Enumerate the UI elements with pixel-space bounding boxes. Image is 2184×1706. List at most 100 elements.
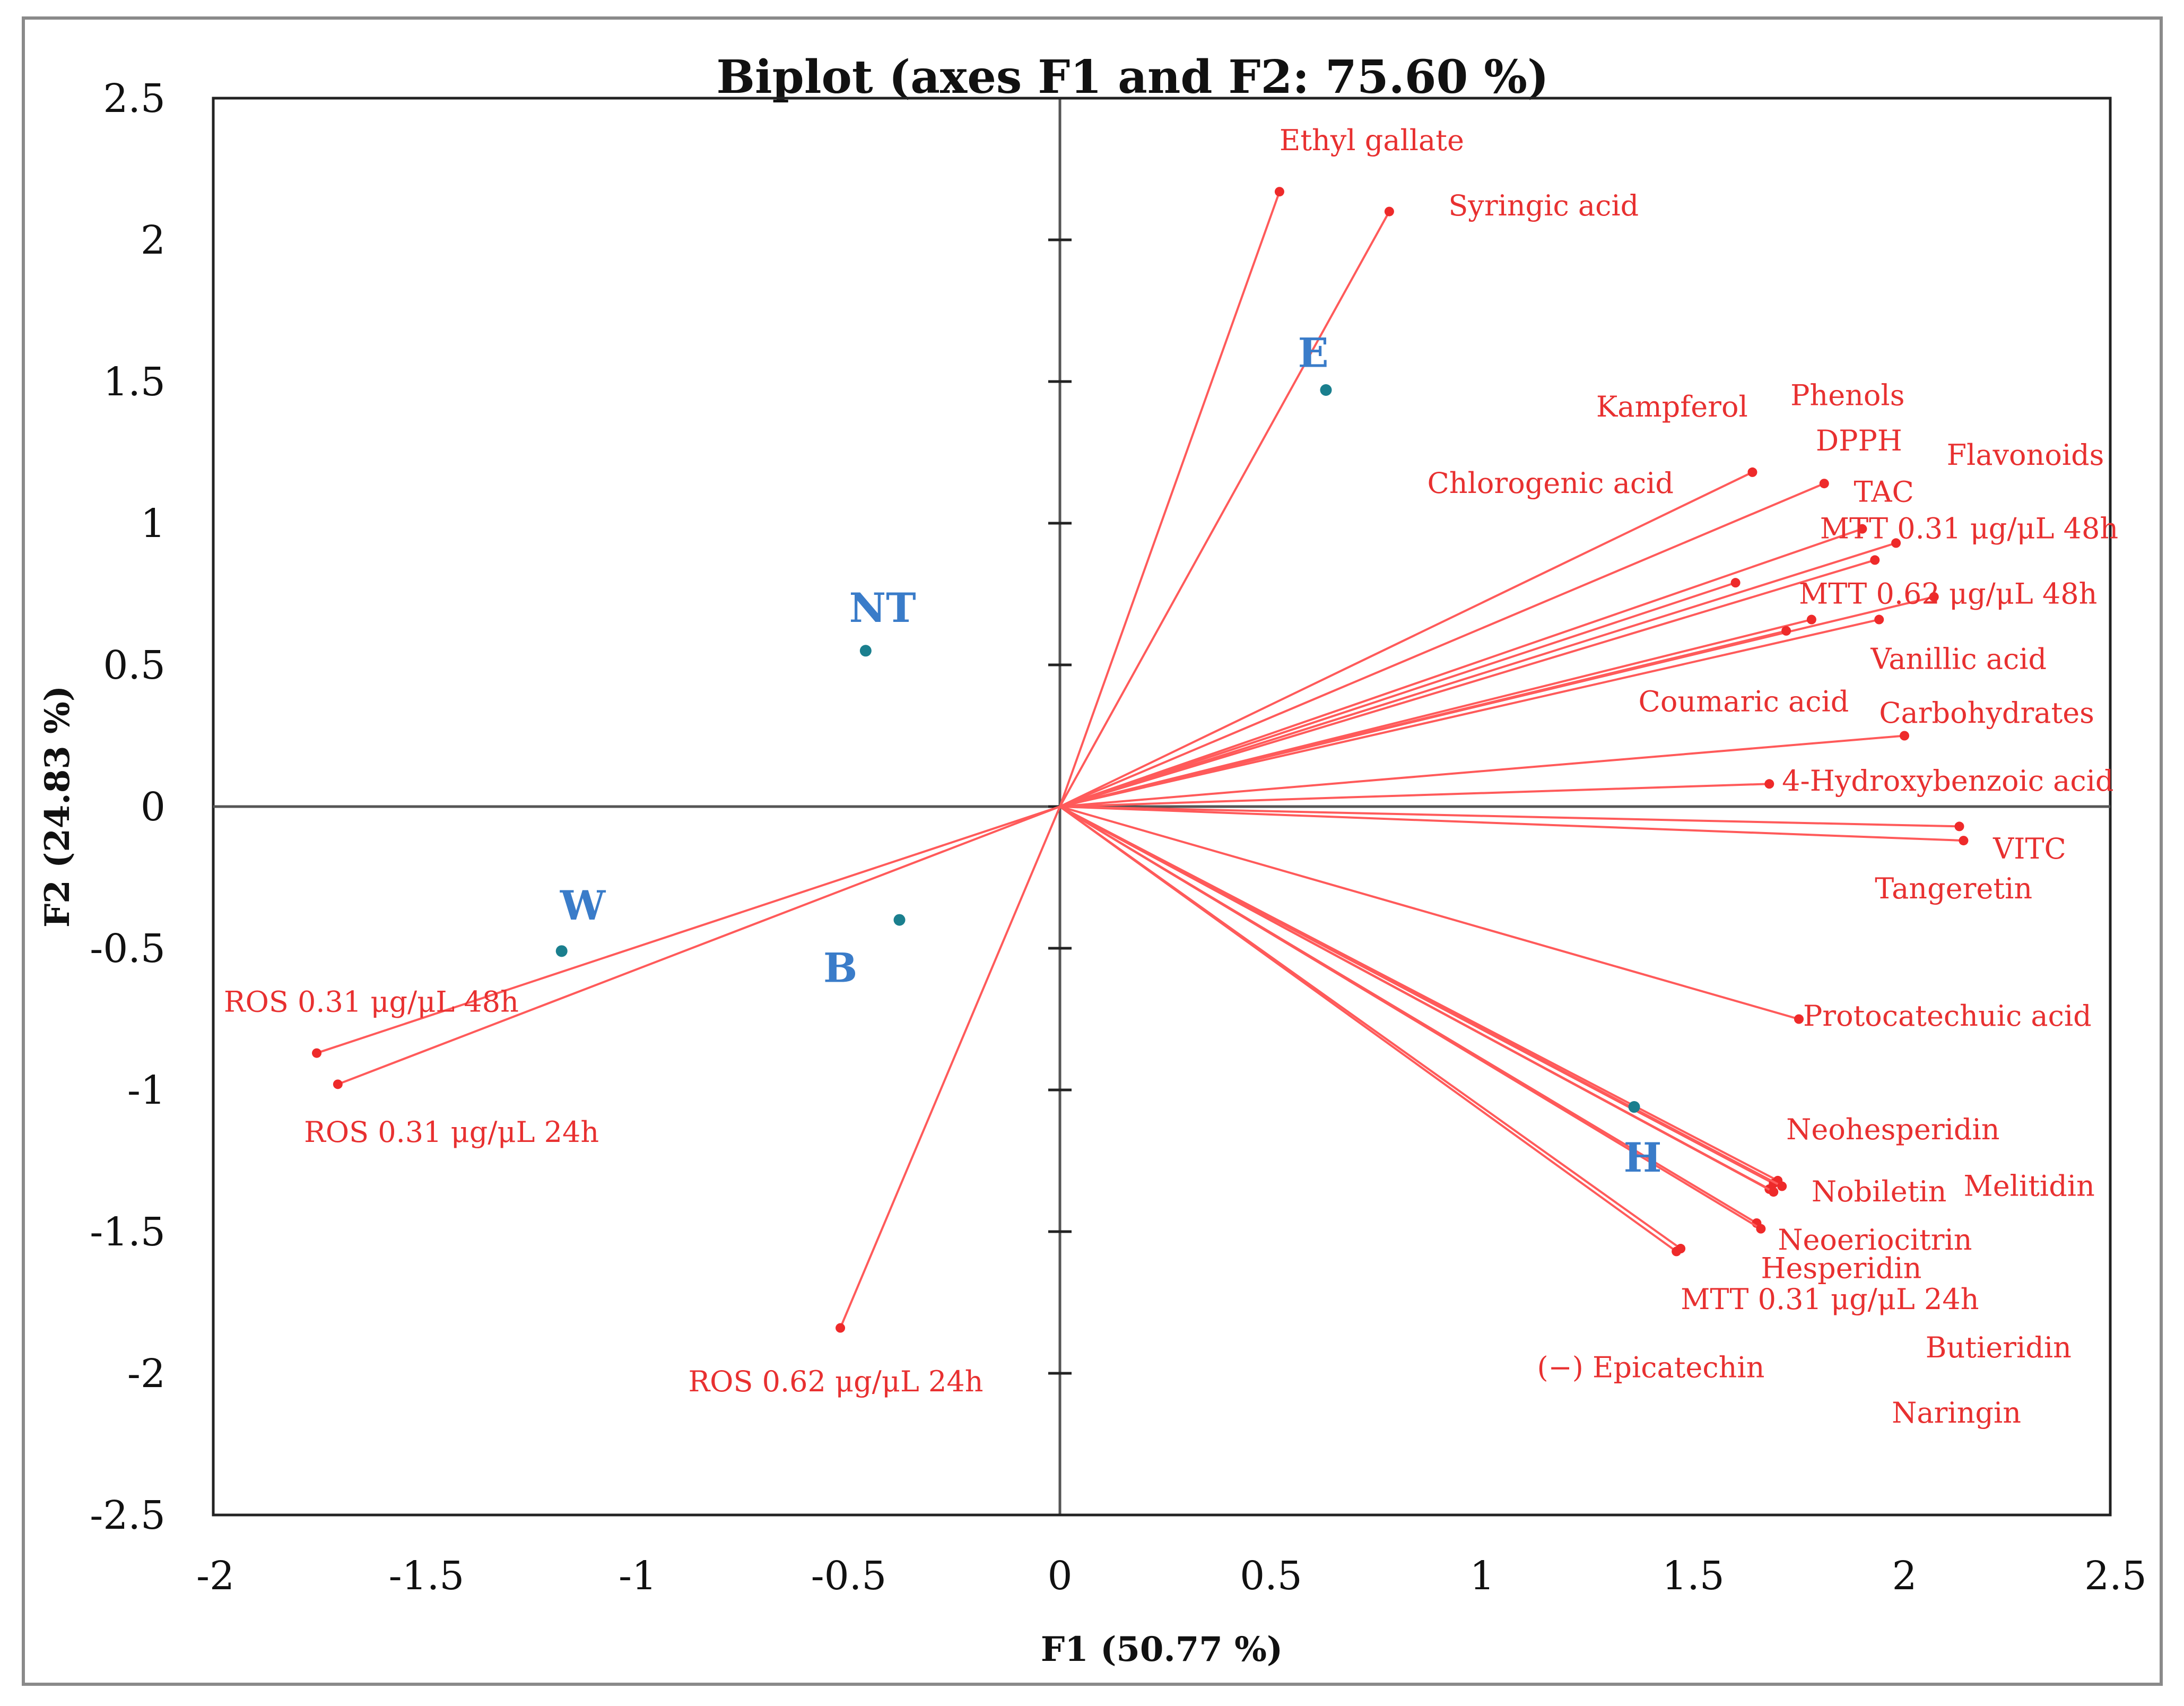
variable-label: Neoeriocitrin	[1778, 1223, 1972, 1257]
variable-point	[1794, 1014, 1804, 1024]
variable-label: MTT 0.62 μg/μL 48h	[1799, 577, 2097, 611]
observation-label: H	[1624, 1134, 1662, 1181]
variable-label: ROS 0.31 μg/μL 24h	[304, 1115, 599, 1149]
variable-point	[333, 1079, 343, 1089]
observation-label: E	[1298, 330, 1329, 377]
variable-label: Melitidin	[1963, 1170, 2094, 1203]
y-tick-label: 0.5	[103, 643, 166, 688]
chart-title: Biplot (axes F1 and F2: 75.60 %)	[716, 50, 1548, 104]
variable-vector	[1059, 734, 1905, 808]
variable-vector	[1059, 806, 1762, 1230]
variable-vectors: Ethyl gallate Syringic acid Kampferol Pheno…	[224, 124, 2118, 1430]
variable-point	[1730, 578, 1741, 588]
y-tick-label: -0.5	[90, 926, 166, 972]
observation-point	[1628, 1101, 1640, 1113]
variable-point	[1900, 731, 1909, 741]
variable-point	[1819, 479, 1829, 489]
observation-point	[555, 945, 568, 957]
x-tick-label: -1.5	[389, 1553, 465, 1599]
x-tick-label: 2.5	[2084, 1553, 2147, 1599]
x-tick-label: 0	[1047, 1553, 1072, 1599]
variable-point	[1781, 626, 1791, 636]
figure-frame	[22, 16, 2163, 1686]
variable-point	[1764, 779, 1774, 789]
variable-point	[1747, 467, 1757, 477]
variable-point	[1777, 1181, 1787, 1191]
variable-label: ROS 0.31 μg/μL 48h	[224, 985, 519, 1018]
variable-vector	[1059, 806, 1774, 1193]
variable-vector	[1059, 618, 1880, 808]
y-tick-label: 2	[141, 218, 166, 263]
y-tick-label: 1	[141, 501, 166, 547]
variable-label: Kampferol	[1596, 390, 1748, 423]
variable-label: Nobiletin	[1812, 1175, 1947, 1208]
x-tick-label: 1	[1469, 1553, 1494, 1599]
variable-point	[1870, 555, 1880, 565]
variable-label: MTT 0.31 μg/μL 24h	[1681, 1283, 1979, 1316]
observation-point	[893, 914, 906, 926]
variable-label: Flavonoids	[1947, 438, 2104, 472]
variable-point	[1891, 538, 1901, 548]
variable-point	[1857, 524, 1867, 534]
x-axis-title: F1 (50.77 %)	[1041, 1630, 1283, 1669]
variable-point	[312, 1048, 322, 1058]
x-tick-label: -0.5	[811, 1553, 887, 1599]
variable-vector	[1059, 806, 1783, 1188]
variable-point	[1806, 614, 1816, 625]
variable-label: Syringic acid	[1448, 189, 1639, 222]
variable-point	[1874, 614, 1884, 625]
variable-vector	[316, 806, 1060, 1054]
variable-label: 4-Hydroxybenzoic acid	[1782, 764, 2113, 798]
variable-vector	[839, 806, 1061, 1329]
variable-vector	[1059, 542, 1896, 808]
y-tick-label: -1.5	[90, 1209, 166, 1255]
observation-label: NT	[849, 584, 916, 631]
variable-vector	[1059, 559, 1875, 808]
variable-point	[836, 1323, 846, 1333]
variable-label: Butieridin	[1926, 1331, 2072, 1364]
axes-layer	[213, 97, 2110, 1517]
y-tick-label: -2	[127, 1351, 166, 1397]
variable-label: MTT 0.31 μg/μL 48h	[1820, 512, 2118, 545]
y-tick-label: 0	[141, 784, 166, 830]
variable-vector	[1059, 806, 1960, 828]
variable-label: (−) Epicatechin	[1537, 1350, 1764, 1384]
variable-label: Ethyl gallate	[1280, 124, 1464, 157]
variable-label: Phenols	[1790, 379, 1904, 412]
y-tick-label: 1.5	[103, 359, 166, 405]
variable-label: Vanillic acid	[1870, 642, 2047, 676]
variable-vector	[1059, 582, 1736, 808]
variable-point	[1954, 821, 1964, 832]
variable-vector	[1059, 211, 1390, 807]
variable-label: Hesperidin	[1761, 1251, 1921, 1285]
variable-point	[1274, 187, 1284, 197]
x-tick-label: -1	[619, 1553, 657, 1599]
observation-points: E NT W B H	[555, 330, 1662, 1181]
variable-label: Chlorogenic acid	[1428, 466, 1674, 500]
variable-vector	[1059, 471, 1753, 808]
variable-label: ROS 0.62 μg/μL 24h	[689, 1365, 984, 1398]
variable-vector	[1059, 629, 1787, 808]
x-tick-label: 0.5	[1240, 1553, 1302, 1599]
variable-label: Coumaric acid	[1639, 685, 1849, 718]
variable-vector	[1059, 191, 1281, 807]
variable-vector	[1059, 482, 1825, 808]
variable-label: Tangeretin	[1875, 872, 2032, 905]
variable-point	[1756, 1224, 1766, 1234]
observation-label: W	[560, 882, 606, 929]
variable-label: VITC	[1992, 832, 2066, 865]
y-tick-label: -1	[127, 1068, 166, 1113]
variable-vector	[337, 806, 1060, 1086]
variable-vector	[1059, 806, 1964, 842]
y-axis-title: F2 (24.83 %)	[38, 686, 77, 928]
variable-label: Carbohydrates	[1879, 696, 2094, 730]
variable-point	[1769, 1187, 1779, 1197]
variable-point	[1929, 592, 1939, 602]
variable-label: Neohesperidin	[1786, 1113, 1999, 1146]
observation-point	[1320, 384, 1332, 396]
variable-label: Naringin	[1892, 1396, 2021, 1430]
variable-label: Protocatechuic acid	[1803, 999, 2092, 1033]
variable-label: DPPH	[1816, 424, 1902, 457]
variable-point	[1384, 206, 1394, 217]
